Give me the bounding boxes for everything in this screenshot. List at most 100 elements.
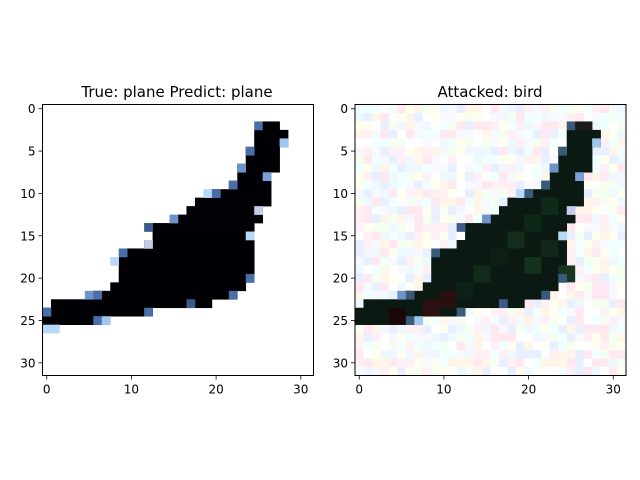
noise-pixel [498,163,508,173]
noise-pixel [490,104,500,114]
left-panel-title: True: plane Predict: plane [80,83,272,101]
noise-pixel [371,121,381,131]
edge-pixel [93,290,103,300]
noise-pixel [465,189,474,198]
noise-pixel [355,273,364,283]
noise-pixel [617,358,627,368]
noise-pixel [355,333,364,342]
noise-pixel [397,333,407,342]
noise-pixel [355,290,364,300]
noise-pixel [397,155,407,165]
noise-pixel [414,265,424,275]
noise-pixel [600,231,610,241]
y-tick-label: 15 [20,229,35,243]
noise-pixel [609,307,618,317]
noise-pixel [448,180,457,190]
noise-pixel [583,197,593,207]
noise-pixel [592,367,601,376]
noise-pixel [431,121,440,131]
noise-pixel [439,223,449,232]
noise-pixel [532,341,542,351]
noise-pixel [490,180,500,190]
noise-pixel [448,146,457,156]
noise-pixel [498,316,508,325]
noise-pixel [566,350,576,359]
noise-pixel [482,206,491,215]
noise-pixel [617,214,627,224]
edge-pixel [228,180,238,190]
noise-pixel [414,333,424,342]
noise-pixel [575,231,584,241]
noise-pixel [397,146,407,156]
noise-pixel [541,146,551,156]
noise-pixel [448,333,457,342]
noise-pixel [380,290,390,300]
left-image-pixels [42,104,314,376]
edge-pixel [186,299,196,309]
noise-pixel [600,197,610,207]
noise-pixel [549,333,559,342]
noise-pixel [592,350,601,359]
noise-pixel [482,172,491,182]
edge-pixel [541,290,551,300]
noise-pixel [439,155,449,165]
noise-pixel [507,358,517,368]
silhouette-row [558,146,593,156]
noise-pixel [439,129,449,139]
noise-pixel [609,146,618,156]
noise-pixel [388,138,398,148]
noise-pixel [498,180,508,190]
noise-pixel [448,112,457,122]
right-axes-frame [354,104,627,376]
noise-pixel [473,121,483,131]
noise-pixel [482,146,491,156]
noise-pixel [405,121,415,131]
noise-pixel [422,163,432,173]
noise-pixel [515,155,525,165]
noise-pixel [456,324,466,334]
noise-pixel [566,358,576,368]
noise-pixel [592,324,601,334]
noise-pixel [600,129,610,139]
noise-pixel [575,358,584,368]
noise-pixel [397,231,407,241]
noise-pixel [524,341,534,351]
noise-pixel [609,324,618,334]
right-image-pixels [355,104,627,376]
perturbed-pixel [524,214,542,232]
noise-pixel [524,358,534,368]
noise-pixel [600,265,610,275]
edge-pixel [118,248,128,258]
noise-pixel [355,265,364,275]
noise-pixel [583,180,593,190]
noise-pixel [397,248,407,258]
noise-pixel [448,358,457,368]
noise-pixel [388,290,398,300]
noise-pixel [482,316,491,325]
noise-pixel [583,265,593,275]
noise-pixel [575,240,584,249]
y-tick-label: 25 [333,314,348,328]
noise-pixel [388,214,398,224]
noise-pixel [397,341,407,351]
noise-pixel [388,206,398,215]
noise-pixel [405,189,415,198]
x-tick-label: 10 [436,383,451,397]
noise-pixel [473,367,483,376]
noise-pixel [414,146,424,156]
noise-pixel [473,172,483,182]
noise-pixel [490,172,500,182]
noise-pixel [414,350,424,359]
noise-pixel [355,146,364,156]
noise-pixel [541,104,551,114]
noise-pixel [600,180,610,190]
noise-pixel [422,341,432,351]
noise-pixel [609,206,618,215]
noise-pixel [498,197,508,207]
noise-pixel [414,189,424,198]
noise-pixel [524,316,534,325]
noise-pixel [609,163,618,173]
left-x-axis: 0 10 20 30 [43,375,308,397]
noise-pixel [371,290,381,300]
noise-pixel [363,146,373,156]
